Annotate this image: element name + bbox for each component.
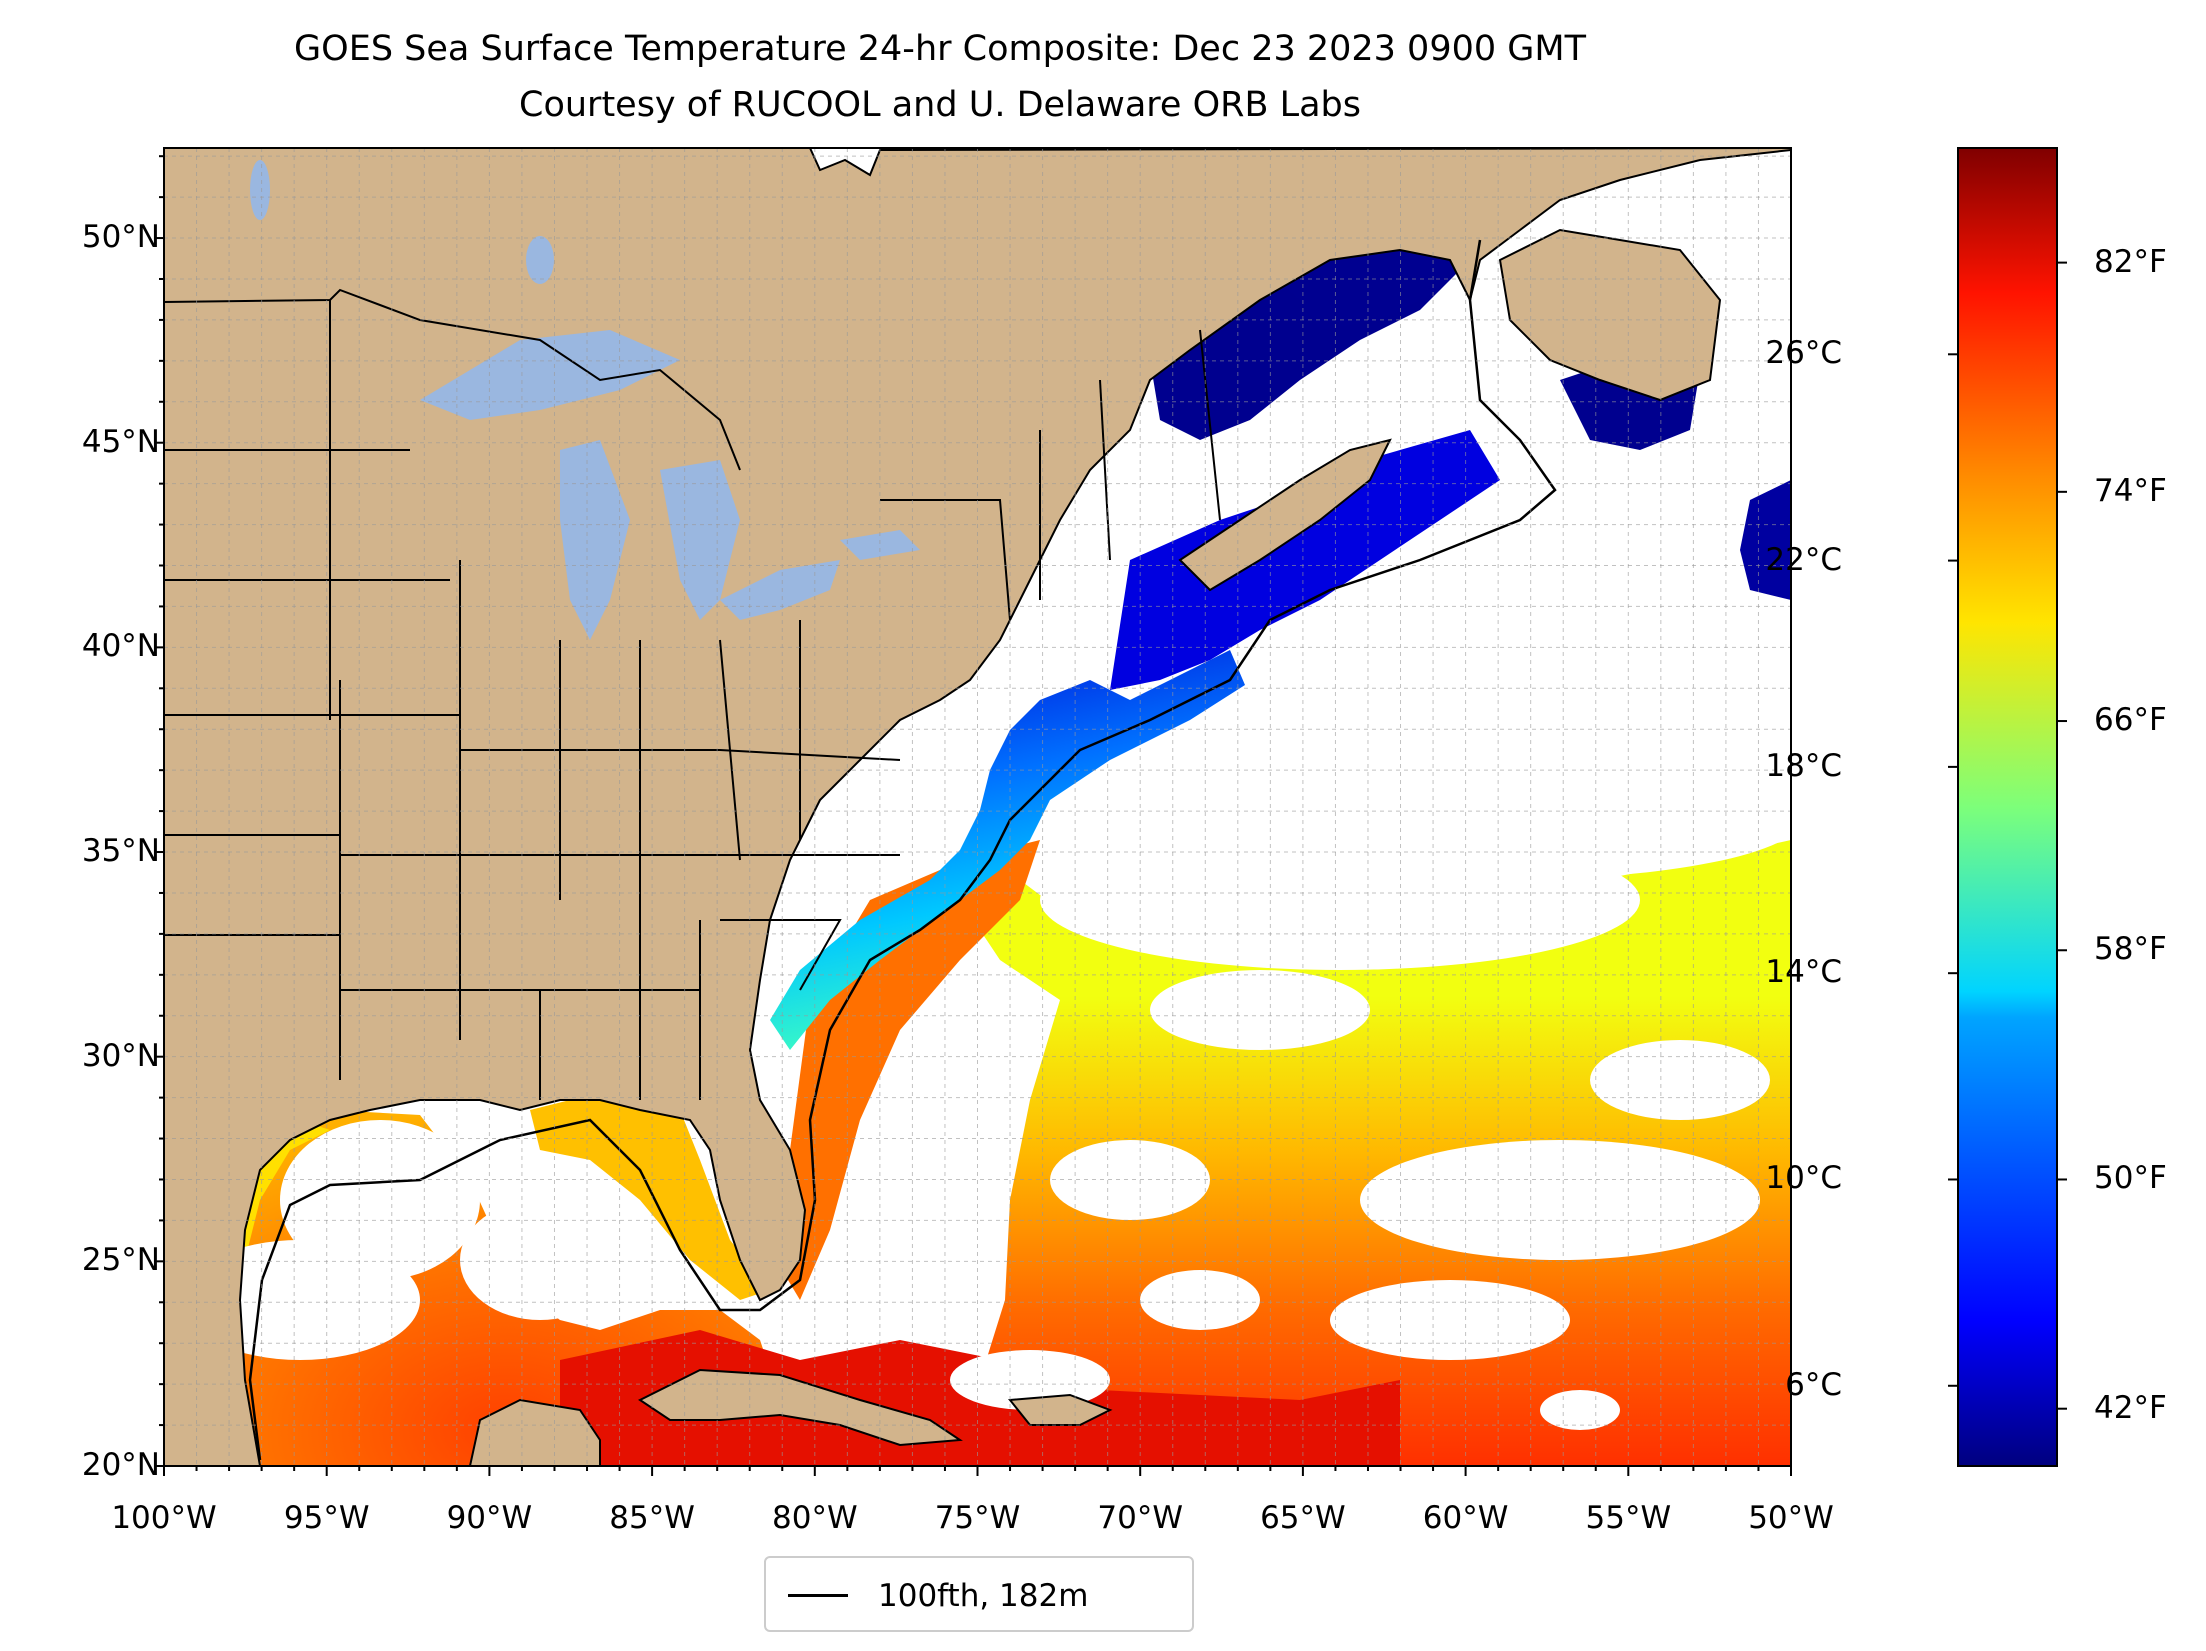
lon-tick-label: 60°W xyxy=(1422,1500,1509,1536)
lon-tick-label: 80°W xyxy=(771,1500,858,1536)
sst-gulf-of-maine xyxy=(1110,430,1500,690)
lat-tick-label: 30°N xyxy=(81,1037,160,1074)
colorbar-c-label: 14°C xyxy=(1765,954,1842,991)
axis-ticks xyxy=(154,155,1792,1476)
cuba-land xyxy=(638,1368,963,1447)
map-title: GOES Sea Surface Temperature 24-hr Compo… xyxy=(294,29,1586,69)
lon-tick-label: 55°W xyxy=(1585,1500,1672,1536)
yucatan-land xyxy=(468,1398,601,1466)
colorbar-c-label: 26°C xyxy=(1765,335,1842,372)
colorbar-c-label: 6°C xyxy=(1785,1366,1842,1403)
lon-tick-label: 85°W xyxy=(609,1500,695,1536)
isobath-100fth xyxy=(248,239,1557,1461)
hispaniola-land xyxy=(1008,1393,1113,1426)
colorbar-f-label: 66°F xyxy=(2094,702,2167,739)
colorbar-c-label: 22°C xyxy=(1765,541,1842,578)
lon-tick-label: 90°W xyxy=(446,1500,533,1536)
lon-tick-label: 65°W xyxy=(1260,1500,1346,1536)
gridlines xyxy=(164,148,1791,1466)
sst-florida-shelf xyxy=(530,1090,770,1300)
lat-tick-label: 50°N xyxy=(81,219,160,256)
colorbar-f-label: 50°F xyxy=(2094,1160,2167,1197)
lat-tick-label: 45°N xyxy=(81,423,160,460)
lat-tick-label: 20°N xyxy=(81,1447,160,1483)
map-layers xyxy=(164,148,1791,1466)
lon-tick-label: 100°W xyxy=(111,1500,217,1536)
colorbar-f-label: 58°F xyxy=(2094,931,2167,968)
colorbar-f-label: 42°F xyxy=(2094,1389,2167,1426)
newfoundland-land xyxy=(1498,228,1722,402)
colorbar-c-label: 18°C xyxy=(1765,747,1842,784)
lat-tick-label: 25°N xyxy=(81,1242,160,1279)
legend: 100fth, 182m xyxy=(764,1556,1194,1632)
map-subtitle: Courtesy of RUCOOL and U. Delaware ORB L… xyxy=(519,85,1361,125)
legend-line-swatch xyxy=(788,1594,848,1597)
lon-tick-label: 50°W xyxy=(1748,1500,1834,1536)
colorbar xyxy=(1957,147,2058,1467)
lat-tick-label: 35°N xyxy=(81,833,160,870)
lat-tick-label: 40°N xyxy=(81,628,160,665)
lon-tick-label: 70°W xyxy=(1097,1500,1183,1536)
legend-label: 100fth, 182m xyxy=(878,1578,1089,1614)
colorbar-f-label: 74°F xyxy=(2094,472,2167,509)
lon-tick-label: 75°W xyxy=(934,1500,1021,1536)
great-lakes xyxy=(250,160,920,640)
colorbar-f-label: 82°F xyxy=(2094,243,2167,280)
colorbar-ticks xyxy=(1948,261,2067,1410)
lon-tick-label: 95°W xyxy=(283,1500,370,1536)
sst-east-cold xyxy=(1740,480,1791,600)
colorbar-c-label: 10°C xyxy=(1765,1160,1842,1197)
